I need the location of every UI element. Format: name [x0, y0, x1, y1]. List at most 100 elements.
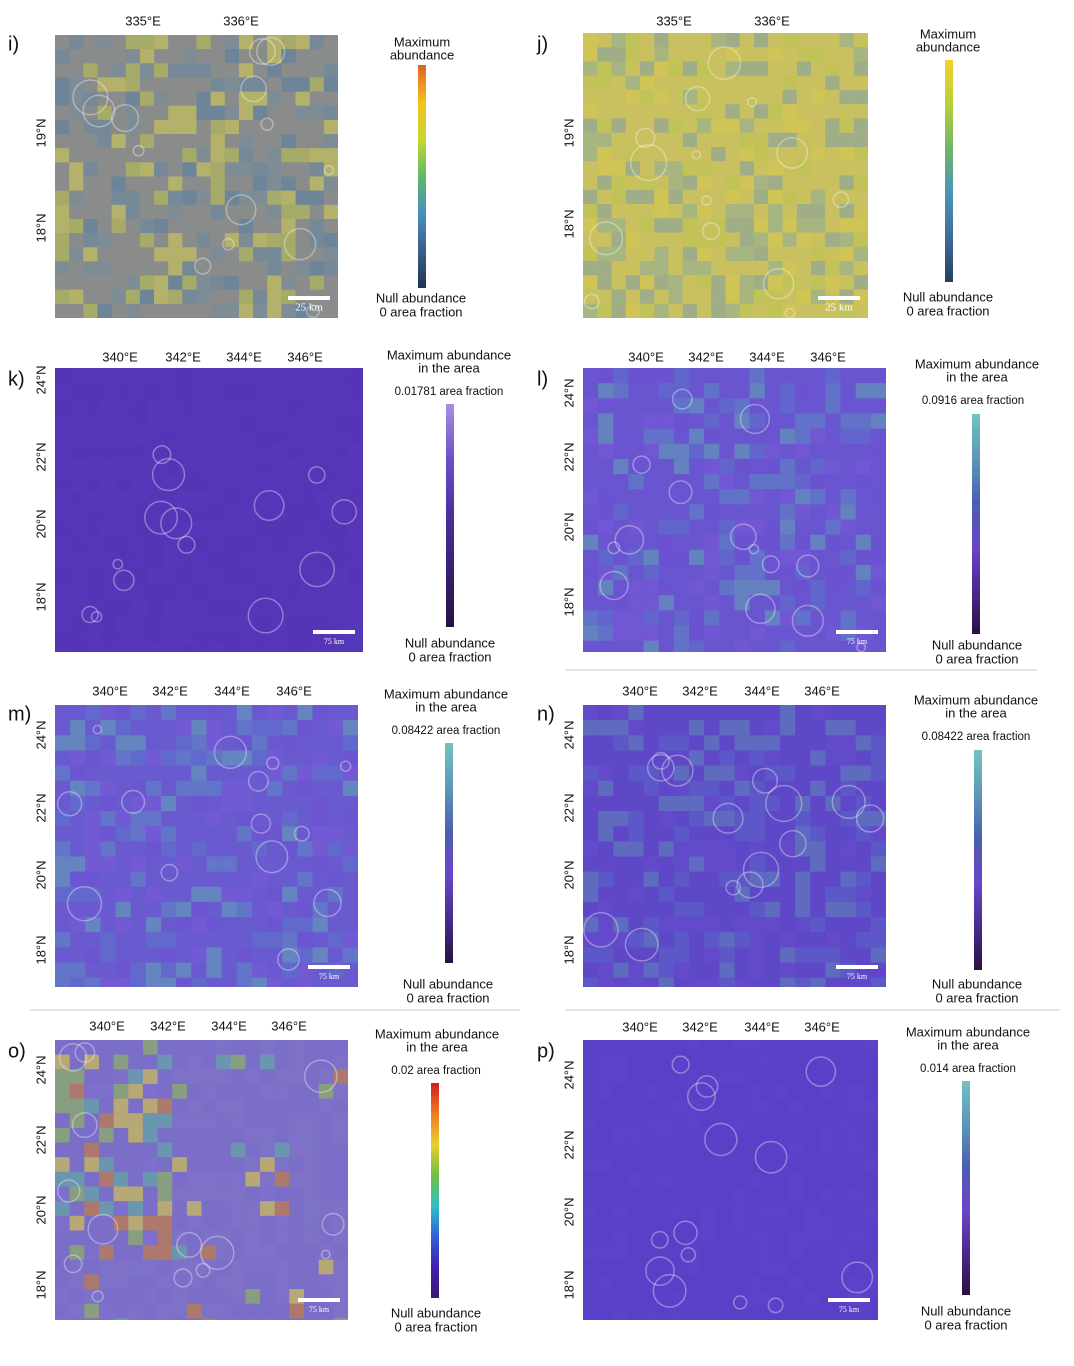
map-tile [100, 856, 116, 872]
map-tile [125, 91, 140, 106]
map-tile [191, 901, 207, 918]
map-tile [347, 460, 363, 476]
map-tile [833, 1305, 849, 1320]
map-tile [125, 105, 140, 120]
map-tile [286, 629, 302, 646]
map-tile [281, 218, 296, 234]
map-tile [260, 1054, 275, 1070]
map-tile [162, 552, 179, 569]
map-tile [176, 856, 192, 872]
crater [805, 1056, 837, 1087]
map-tile [730, 1054, 746, 1070]
map-tile [286, 398, 302, 415]
map-tile [201, 1083, 217, 1099]
map-tile [870, 580, 886, 596]
map-tile [55, 841, 71, 857]
map-tile [295, 261, 310, 276]
map-tile [304, 1230, 319, 1246]
map-tile [810, 705, 826, 721]
map-tile [130, 826, 146, 842]
map-tile [711, 118, 726, 133]
map-tile [734, 765, 750, 781]
map-tile [55, 398, 71, 415]
map-tile [312, 811, 328, 827]
map-tile [162, 599, 179, 615]
map-tile [848, 1084, 864, 1099]
map-tile [689, 841, 705, 857]
legend-max-value: 0.08422 area fraction [392, 725, 501, 737]
map-tile [704, 947, 720, 963]
map-tile [97, 303, 112, 318]
map-tile [583, 1202, 598, 1217]
map-tile [85, 811, 101, 827]
map-tile [100, 977, 116, 987]
map-tile [125, 119, 140, 135]
map-tile [101, 475, 117, 492]
map-tile [267, 765, 283, 781]
map-tile [789, 1290, 805, 1306]
map-tile [697, 204, 712, 219]
map-tile [267, 780, 283, 796]
map-tile [55, 962, 71, 978]
map-tile [316, 568, 333, 584]
map-tile [819, 1217, 834, 1232]
map-tile [70, 886, 86, 902]
map-tile [172, 1113, 187, 1128]
panel-label: l) [537, 368, 548, 390]
map-tile [730, 1202, 746, 1217]
map-tile [85, 886, 101, 902]
map-tile [145, 841, 162, 857]
map-tile [191, 886, 207, 902]
map-tile [739, 289, 754, 304]
map-tile [116, 475, 132, 492]
map-tile [209, 522, 225, 538]
map-tile [347, 614, 363, 630]
scale-bar-label: 75 km [847, 972, 868, 981]
map-tile [270, 506, 286, 522]
map-tile [810, 534, 826, 550]
map-tile [267, 750, 283, 766]
crater [855, 804, 885, 833]
map-tile [725, 303, 740, 318]
map-tile [643, 780, 659, 796]
map-tile [701, 1069, 716, 1085]
map-tile [715, 1202, 731, 1217]
map-tile [55, 765, 71, 781]
map-tile [316, 522, 333, 538]
crater [739, 403, 771, 435]
map-tile [238, 289, 254, 304]
map-tile [754, 33, 769, 48]
map-tile [157, 1186, 173, 1202]
map-tile [210, 77, 225, 92]
map-tile [739, 175, 754, 190]
map-tile [795, 564, 811, 581]
map-tile [810, 947, 826, 963]
map-tile [157, 1303, 173, 1319]
map-tile [779, 474, 796, 490]
map-tile [749, 443, 765, 459]
map-tile [312, 826, 328, 842]
map-tile [342, 780, 358, 796]
map-tile [312, 705, 328, 721]
legend-null-label: Null abundance [391, 1305, 481, 1320]
map-tile [130, 977, 146, 987]
map-tile [316, 460, 333, 476]
crater [176, 1231, 203, 1258]
crater [632, 455, 651, 475]
map-tile [316, 552, 333, 569]
map-tile [147, 383, 163, 399]
map-tile [754, 275, 769, 290]
map-tile [611, 218, 626, 233]
crater [339, 760, 352, 772]
map-tile [730, 1069, 746, 1085]
map-tile [154, 190, 169, 205]
map-tile [255, 460, 271, 476]
map-tile [55, 886, 71, 902]
crater [614, 524, 645, 555]
map-tile [289, 1069, 305, 1084]
map-tile [216, 1171, 231, 1187]
map-tile [115, 977, 131, 987]
map-tile [774, 1084, 790, 1099]
map-tile [304, 1201, 319, 1216]
map-tile [289, 1142, 305, 1158]
